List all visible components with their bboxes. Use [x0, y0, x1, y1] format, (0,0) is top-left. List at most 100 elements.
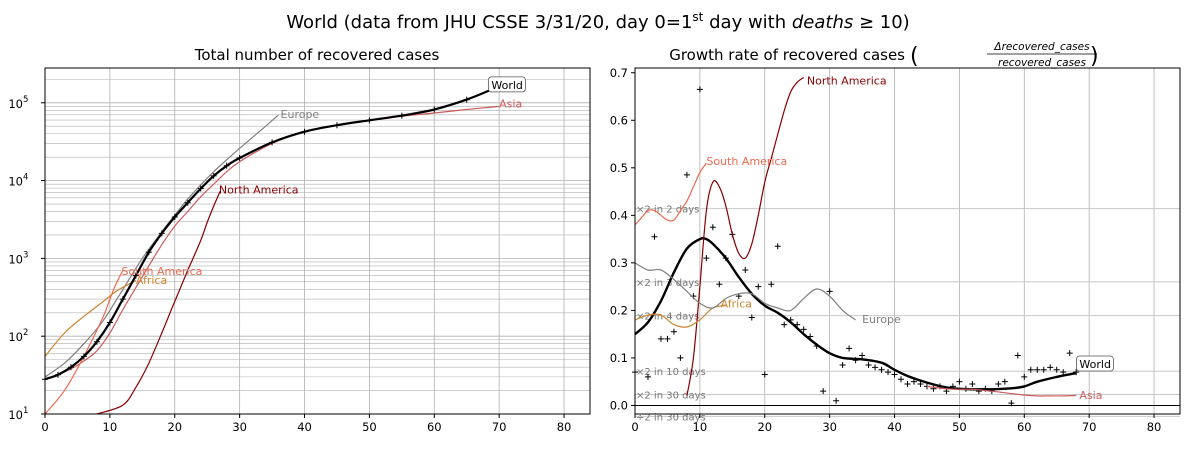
right-series-label-europe: Europe	[862, 313, 901, 326]
right-world-point	[651, 233, 658, 240]
right-series-line-africa	[634, 305, 726, 328]
left-chart-panel: Total number of recovered cases Asia Euro…	[8, 46, 591, 434]
right-world-point	[800, 326, 807, 333]
right-world-point	[664, 335, 671, 342]
right-world-point	[820, 388, 827, 395]
right-x-tick-label: 60	[1017, 420, 1032, 434]
right-world-point	[956, 378, 963, 385]
left-label-box-world	[487, 76, 526, 93]
left-x-tick-label: 70	[492, 420, 507, 434]
right-world-point	[995, 381, 1002, 388]
left-world-point	[132, 272, 139, 279]
right-world-point	[969, 381, 976, 388]
left-world-point	[197, 185, 204, 192]
left-y-tick-label: 10	[8, 175, 23, 189]
left-world-point	[80, 353, 87, 360]
left-world-point	[301, 128, 308, 135]
right-world-point	[755, 283, 762, 290]
left-series-label-africa: Africa	[136, 274, 167, 287]
left-world-point	[93, 338, 100, 345]
left-y-tick-exponent: 3	[23, 250, 28, 260]
right-series-line-world	[634, 236, 1077, 391]
right-world-point	[644, 373, 651, 380]
right-world-point	[774, 243, 781, 250]
left-series-label-world: World	[491, 79, 523, 92]
right-world-point	[891, 371, 898, 378]
left-world-point	[119, 296, 126, 303]
left-world-point	[210, 172, 217, 179]
right-reference-label: ×2 in 30 days	[636, 391, 706, 402]
left-world-point	[67, 364, 74, 371]
left-y-tick-exponent: 4	[23, 173, 28, 183]
left-y-tick-exponent: 2	[23, 328, 28, 338]
left-world-point	[398, 112, 405, 119]
right-world-point	[716, 281, 723, 288]
right-chart-title: Growth rate of recovered cases	[669, 46, 905, 64]
right-world-point	[839, 362, 846, 369]
right-world-point	[1047, 364, 1054, 371]
left-world-point	[184, 199, 191, 206]
left-y-tick-label: 10	[8, 97, 23, 111]
left-x-tick-label: 80	[557, 420, 572, 434]
left-x-tick-label: 40	[297, 420, 312, 434]
left-x-tick-label: 30	[232, 420, 247, 434]
left-world-point	[366, 117, 373, 124]
left-world-point	[54, 371, 61, 378]
fraction-denominator: recovered_cases	[998, 57, 1086, 69]
left-series-line-africa	[44, 279, 137, 357]
left-x-tick-label: 60	[427, 420, 442, 434]
left-series-line-asia	[44, 105, 500, 380]
right-world-point	[748, 314, 755, 321]
right-world-point	[872, 364, 879, 371]
left-series-line-south-america	[44, 270, 124, 415]
right-series-line-europe	[634, 262, 856, 321]
right-world-point	[1008, 400, 1015, 407]
right-world-point	[1027, 366, 1034, 373]
right-world-point	[846, 345, 853, 352]
left-world-point	[223, 162, 230, 169]
right-reference-label: ×2 in 4 days	[636, 312, 699, 323]
left-world-point	[236, 155, 243, 162]
left-series-line-europe	[44, 114, 279, 378]
right-reference-label: ÷2 in 30 days	[636, 412, 706, 423]
right-series-label-south-america: South America	[706, 155, 787, 168]
right-world-point	[898, 376, 905, 383]
right-world-point	[1060, 369, 1067, 376]
right-label-box-world	[1076, 355, 1114, 372]
right-series-label-world: World	[1079, 358, 1111, 371]
left-world-point	[158, 230, 165, 237]
left-series-label-north-america: North America	[219, 184, 299, 197]
right-world-point	[833, 397, 840, 404]
left-series-line-north-america	[96, 190, 221, 415]
right-world-point	[670, 328, 677, 335]
right-world-point	[742, 266, 749, 273]
right-x-tick-label: 70	[1082, 420, 1097, 434]
right-y-tick-label: 0.2	[610, 303, 628, 317]
left-x-tick-label: 10	[103, 420, 118, 434]
right-world-point	[703, 255, 710, 262]
right-world-point	[761, 371, 768, 378]
right-y-tick-label: 0.6	[610, 113, 628, 127]
right-world-point	[865, 362, 872, 369]
left-x-tick-label: 20	[167, 420, 182, 434]
left-world-point	[269, 139, 276, 146]
right-chart-panel: Growth rate of recovered cases ( Δrecove…	[610, 41, 1181, 434]
left-world-point	[463, 96, 470, 103]
right-world-point	[917, 381, 924, 388]
right-y-tick-label: 0.4	[610, 208, 628, 222]
right-world-point	[683, 171, 690, 178]
right-world-point	[1053, 366, 1060, 373]
right-world-point	[826, 288, 833, 295]
right-reference-label: ×2 in 10 days	[636, 367, 706, 378]
right-x-tick-label: 40	[887, 420, 902, 434]
left-world-point	[431, 106, 438, 113]
figure-title: World (data from JHU CSSE 3/31/20, day 0…	[286, 10, 909, 33]
right-series-line-south-america	[634, 162, 707, 226]
right-x-tick-label: 10	[693, 420, 708, 434]
right-world-point	[910, 378, 917, 385]
right-world-point	[709, 224, 716, 231]
left-plot-frame	[44, 67, 591, 415]
right-world-point	[677, 354, 684, 361]
right-world-point	[1066, 350, 1073, 357]
